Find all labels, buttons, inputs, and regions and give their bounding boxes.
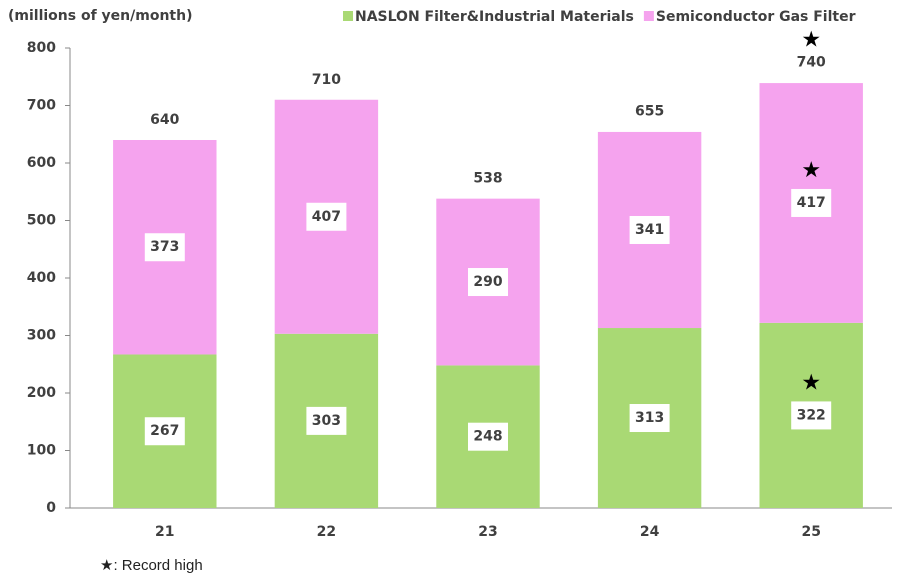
value-label-box xyxy=(629,404,670,433)
value-label-box xyxy=(791,188,832,217)
value-label: 290 xyxy=(473,274,502,290)
value-label-box xyxy=(468,422,508,451)
record-marker: ★ xyxy=(801,28,821,53)
y-tick-label: 100 xyxy=(27,443,56,459)
x-tick-label: 21 xyxy=(155,524,174,540)
total-label: 740 xyxy=(797,55,826,71)
legend-label: NASLON Filter&Industrial Materials xyxy=(355,9,634,25)
x-tick-label: 22 xyxy=(317,524,336,540)
value-label: 322 xyxy=(797,407,826,423)
y-tick-label: 500 xyxy=(27,213,56,229)
legend-swatch xyxy=(643,11,654,21)
total-label: 655 xyxy=(635,103,664,119)
value-label: 341 xyxy=(635,222,664,238)
y-tick-label: 600 xyxy=(27,155,56,171)
y-tick-label: 300 xyxy=(27,328,56,344)
total-label: 538 xyxy=(473,171,502,187)
record-marker: ★ xyxy=(801,370,821,395)
y-tick-label: 200 xyxy=(27,385,56,401)
value-label: 313 xyxy=(635,410,664,426)
value-label: 417 xyxy=(797,195,826,211)
value-label-box xyxy=(468,268,508,297)
y-tick-label: 800 xyxy=(27,40,56,56)
value-label: 303 xyxy=(312,413,341,429)
value-label-box xyxy=(629,215,670,244)
value-label: 407 xyxy=(312,209,341,225)
x-tick-label: 25 xyxy=(801,524,820,540)
value-label: 248 xyxy=(473,429,502,445)
value-label-box xyxy=(306,406,347,435)
y-tick-label: 700 xyxy=(27,98,56,114)
y-axis-label: (millions of yen/month) xyxy=(8,8,193,24)
footnote: ★: Record high xyxy=(100,557,203,574)
x-tick-label: 23 xyxy=(478,524,497,540)
value-label-box xyxy=(144,233,185,262)
legend-swatch xyxy=(343,11,353,21)
total-label: 640 xyxy=(150,112,179,128)
y-tick-label: 0 xyxy=(46,500,56,516)
value-label: 373 xyxy=(150,239,179,255)
total-label: 710 xyxy=(312,72,341,88)
value-label-box xyxy=(306,202,347,231)
legend-label: Semiconductor Gas Filter xyxy=(656,9,856,25)
x-tick-label: 24 xyxy=(640,524,660,540)
value-label-box xyxy=(791,401,832,430)
value-label-box xyxy=(144,417,185,446)
y-tick-label: 400 xyxy=(27,270,56,286)
value-label: 267 xyxy=(150,423,179,439)
record-marker: ★ xyxy=(801,158,821,183)
